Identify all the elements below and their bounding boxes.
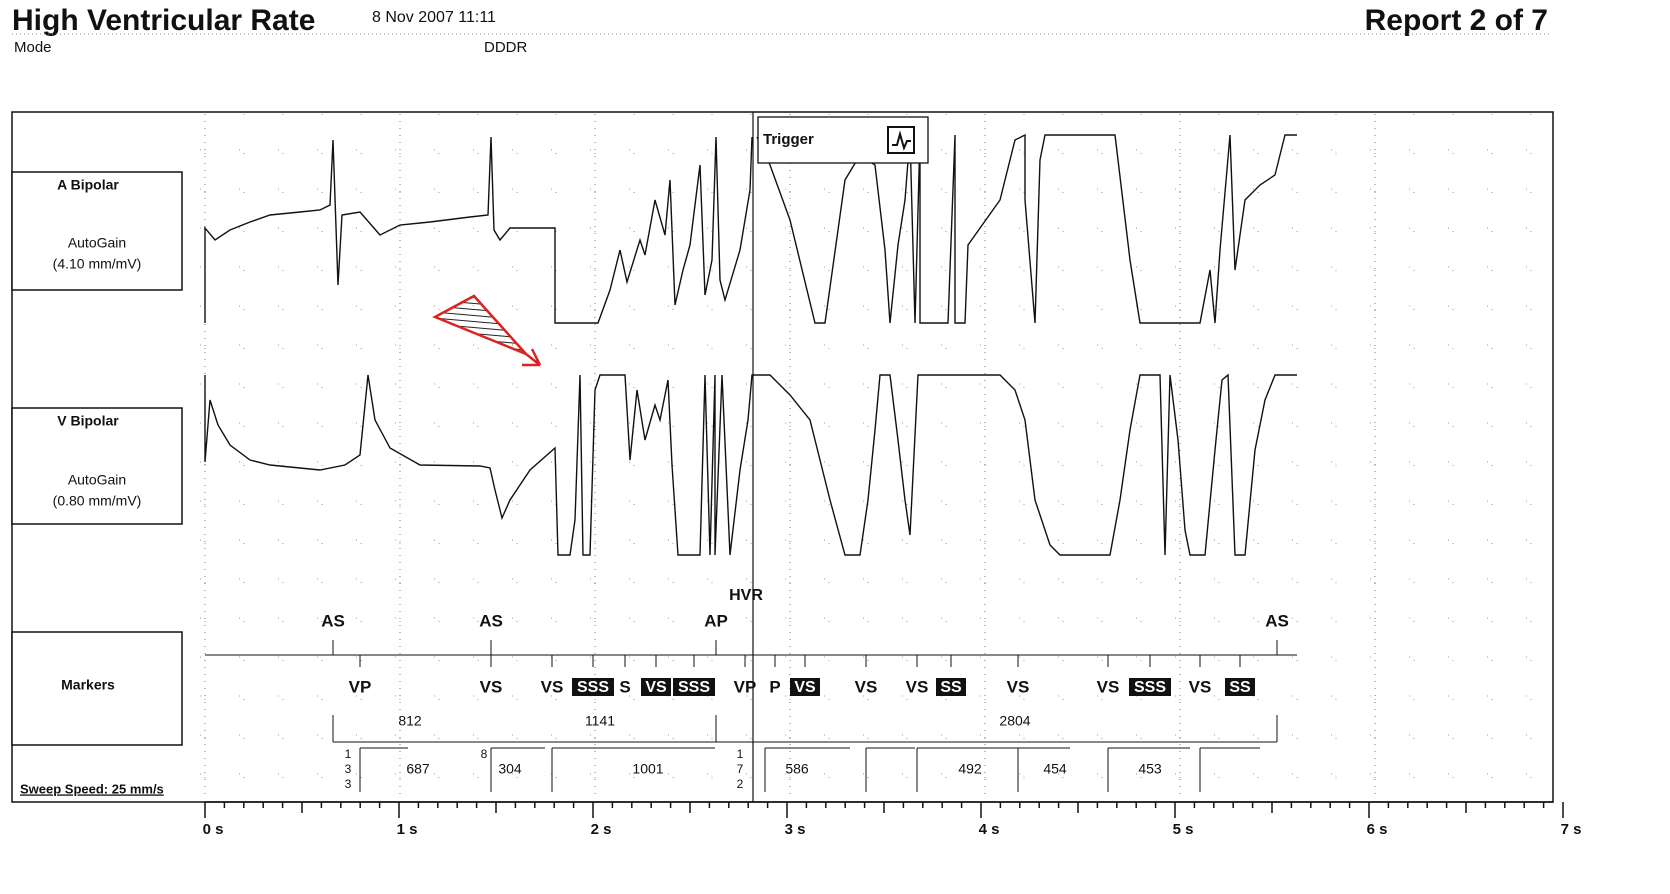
title: High Ventricular Rate: [12, 4, 315, 37]
mode-label: Mode: [14, 39, 52, 56]
a-interval: 687: [406, 761, 430, 777]
channel-name: V Bipolar: [57, 413, 119, 429]
atrial-marker: AP: [704, 611, 728, 630]
report-number: Report 2 of 7: [1365, 4, 1548, 37]
marker-box: [572, 678, 614, 696]
atrial-marker: AS: [1265, 611, 1289, 630]
marker-box: [641, 678, 671, 696]
channel-name: Markers: [61, 677, 115, 693]
time-label: 7 s: [1561, 821, 1582, 838]
ventricular-marker: VS: [645, 679, 667, 696]
ventricular-marker: P: [769, 677, 780, 696]
atrial-marker: AS: [321, 611, 345, 630]
stack-label: 3: [345, 762, 352, 776]
channel-scale: (4.10 mm/mV): [53, 256, 142, 272]
a-waveform: [204, 133, 1297, 324]
channel-box: [11, 631, 183, 746]
datetime: 8 Nov 2007 11:11: [372, 9, 496, 26]
ventricular-marker: VS: [1007, 677, 1030, 696]
stack-label: 7: [737, 762, 744, 776]
trigger-box: [757, 116, 929, 164]
v-waveform: [204, 373, 1297, 556]
ventricular-marker: SS: [940, 679, 962, 696]
mode: DDDR: [484, 39, 527, 56]
time-label: 5 s: [1173, 821, 1194, 838]
ventricular-marker: VS: [1189, 677, 1212, 696]
trigger-icon: [887, 126, 915, 154]
channel-box: [11, 171, 183, 291]
channel-name: A Bipolar: [57, 177, 119, 193]
ventricular-marker: VS: [480, 677, 503, 696]
a-interval: 454: [1043, 761, 1067, 777]
ventricular-marker: VS: [906, 677, 929, 696]
trigger-label: Trigger: [763, 131, 814, 148]
v-interval: 812: [398, 713, 422, 729]
channel-scale: (0.80 mm/mV): [53, 493, 142, 509]
grid: [200, 114, 1553, 800]
ventricular-marker: SSS: [678, 679, 710, 696]
stack-label: 1: [737, 747, 744, 761]
marker-box: [936, 678, 966, 696]
annotation-arrow: [522, 348, 542, 367]
stack-label: 1: [345, 747, 352, 761]
frame: [11, 111, 1554, 803]
ventricular-marker: VS: [1097, 677, 1120, 696]
sweep-speed: Sweep Speed: 25 mm/s: [20, 781, 164, 796]
time-label: 6 s: [1367, 821, 1388, 838]
ventricular-marker: S: [619, 677, 630, 696]
v-interval: 2804: [999, 713, 1030, 729]
stack-label: 8: [481, 747, 488, 761]
ventricular-marker: VS: [541, 677, 564, 696]
a-interval: 492: [958, 761, 982, 777]
a-interval: 1001: [632, 761, 663, 777]
time-label: 0 s: [203, 821, 224, 838]
channel-gain: AutoGain: [68, 472, 126, 488]
time-label: 1 s: [397, 821, 418, 838]
ventricular-marker: VP: [349, 677, 372, 696]
a-interval: 453: [1138, 761, 1162, 777]
annotation-triangle: [432, 294, 527, 356]
ventricular-marker: VS: [855, 677, 878, 696]
marker-box: [673, 678, 715, 696]
stack-label: 2: [737, 777, 744, 791]
channel-gain: AutoGain: [68, 235, 126, 251]
a-interval: 304: [498, 761, 522, 777]
channel-box: [11, 407, 183, 525]
ventricular-marker: VP: [734, 677, 757, 696]
stack-label: 3: [345, 777, 352, 791]
trigger-icon-wave: [892, 130, 911, 151]
ventricular-marker: VS: [794, 679, 816, 696]
time-label: 4 s: [979, 821, 1000, 838]
ventricular-marker: SS: [1229, 679, 1251, 696]
atrial-marker: AS: [479, 611, 503, 630]
v-interval: 1141: [585, 713, 615, 729]
marker-box: [1129, 678, 1171, 696]
ventricular-marker: SSS: [577, 679, 609, 696]
ventricular-marker: SSS: [1134, 679, 1166, 696]
hvr-label: HVR: [729, 587, 763, 604]
marker-box: [790, 678, 820, 696]
marker-box: [1225, 678, 1255, 696]
time-label: 2 s: [591, 821, 612, 838]
a-interval: 586: [785, 761, 809, 777]
time-label: 3 s: [785, 821, 806, 838]
